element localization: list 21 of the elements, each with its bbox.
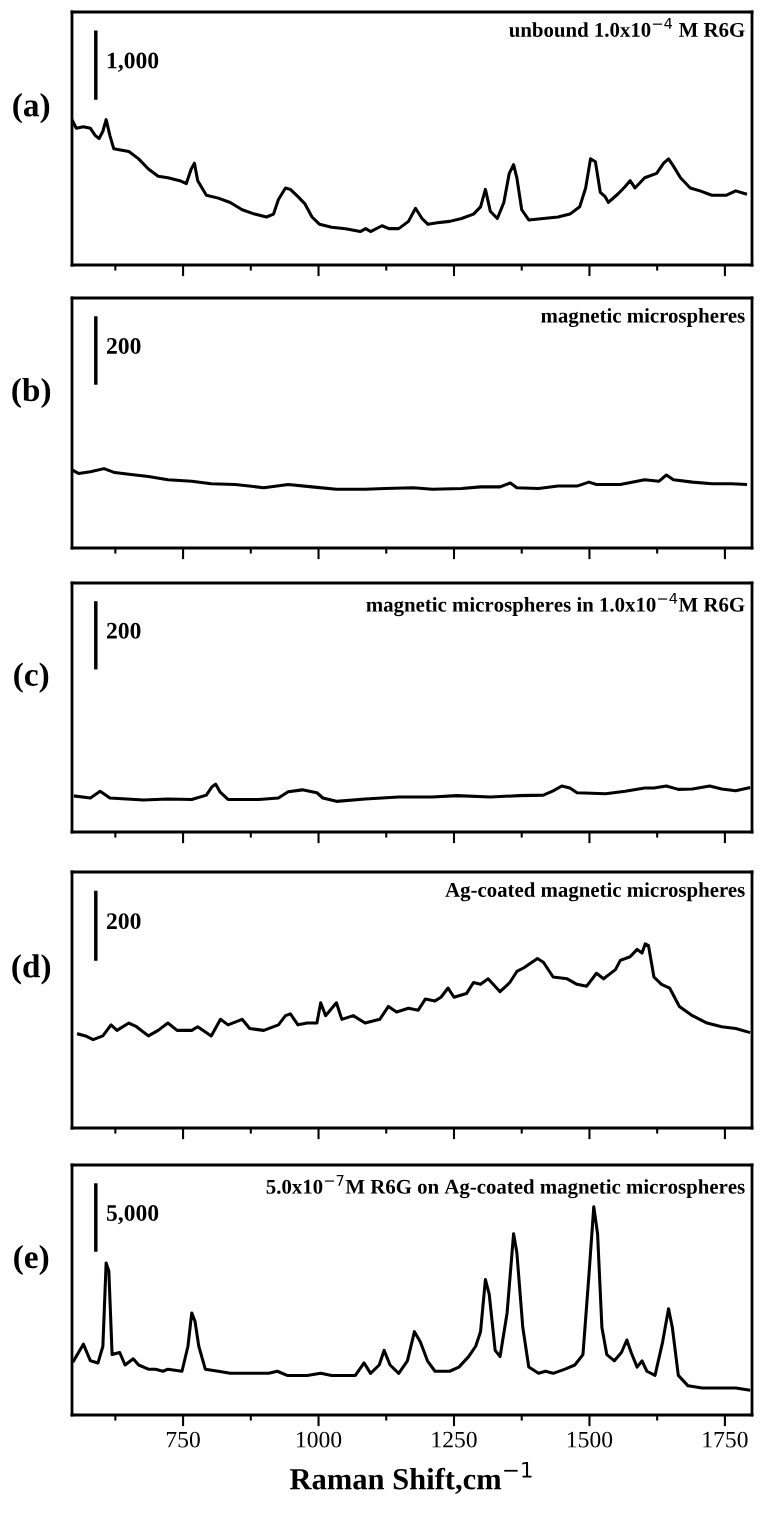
- text: 200: [106, 622, 141, 639]
- x-tick-label: 1500: [567, 1431, 613, 1448]
- chart-title: unbound 1.0x10$^{−4}$ M R6G: [509, 18, 745, 37]
- x-tick-label: 1250: [432, 1431, 477, 1448]
- chart-title: Ag-coated magnetic microspheres: [445, 882, 745, 902]
- text: (e): [14, 1244, 49, 1276]
- chart-title: magnetic microspheres: [541, 308, 745, 328]
- text: 200: [106, 337, 141, 354]
- text: (d): [12, 954, 51, 985]
- chart-title: magnetic microspheres in 1.0x10$^{−4}$M R6G: [366, 592, 745, 617]
- text: (a): [13, 93, 50, 124]
- x-tick-label: 1750: [703, 1431, 748, 1448]
- x-tick-label: 1000: [297, 1431, 342, 1448]
- x-axis-title: Raman Shift,cm$^{−1}$: [289, 1461, 532, 1494]
- text: (b): [12, 377, 51, 409]
- text: 1,000: [107, 52, 159, 72]
- annotation: 5,000: [106, 1204, 159, 1225]
- chart-title: 5.0x10$^{−7}$M R6G on Ag-coated magnetic microspheres: [266, 1175, 745, 1199]
- x-tick-label: 750: [166, 1431, 200, 1448]
- text: 200: [106, 913, 141, 930]
- text: (c): [14, 662, 49, 693]
